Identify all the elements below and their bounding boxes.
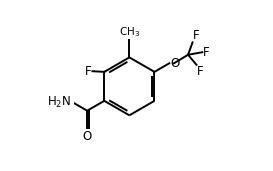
Text: O: O [82, 130, 92, 143]
Text: F: F [193, 29, 200, 42]
Text: F: F [85, 65, 91, 78]
Text: H$_2$N: H$_2$N [47, 95, 71, 110]
Text: F: F [197, 65, 204, 78]
Text: CH$_3$: CH$_3$ [119, 25, 140, 39]
Text: F: F [203, 46, 210, 59]
Text: O: O [170, 57, 180, 70]
